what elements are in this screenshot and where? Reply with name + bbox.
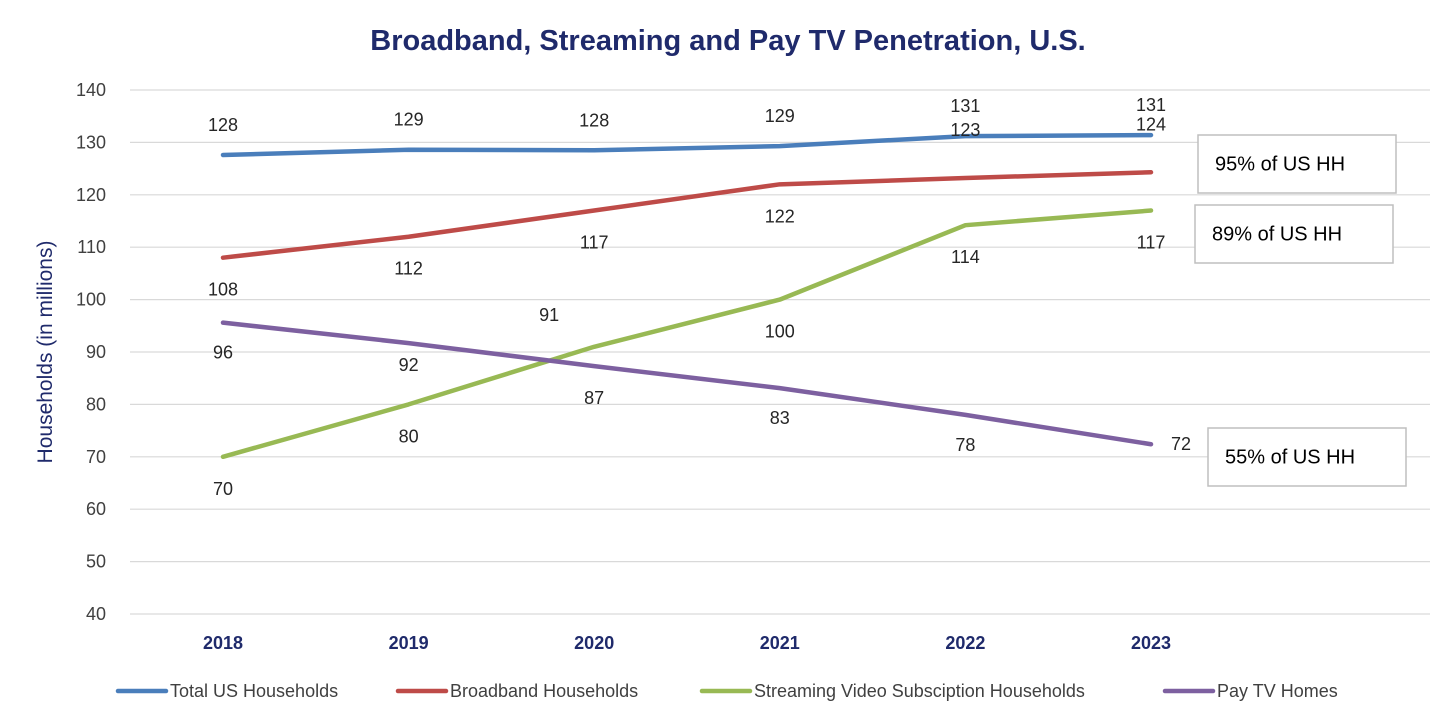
data-label-total-us-households: 128 bbox=[579, 110, 609, 130]
data-label-broadband-households: 108 bbox=[208, 280, 238, 300]
series-line-broadband-households bbox=[220, 170, 1154, 260]
data-label-total-us-households: 129 bbox=[394, 110, 424, 130]
y-tick-label: 120 bbox=[76, 185, 106, 205]
data-label-streaming-video-subsciption-households: 117 bbox=[1137, 233, 1166, 253]
annotations: 95% of US HH 89% of US HH 55% of US HH bbox=[1194, 134, 1407, 487]
y-tick-label: 140 bbox=[76, 80, 106, 100]
annotation-text: 95% of US HH bbox=[1215, 153, 1345, 175]
data-label-pay-tv-homes: 83 bbox=[770, 408, 790, 428]
annotation-box: 95% of US HH bbox=[1197, 134, 1397, 194]
x-tick-label: 2019 bbox=[389, 633, 429, 653]
data-label-streaming-video-subsciption-households: 91 bbox=[539, 305, 559, 325]
data-label-broadband-households: 122 bbox=[765, 206, 795, 226]
data-label-total-us-households: 128 bbox=[208, 115, 238, 135]
series-line-total-us-households bbox=[220, 132, 1154, 158]
data-label-pay-tv-homes: 96 bbox=[213, 343, 233, 363]
legend-item-total-us-households: Total US Households bbox=[115, 681, 338, 701]
data-label-streaming-video-subsciption-households: 114 bbox=[951, 247, 980, 267]
legend-item-streaming-video-subsciption-households: Streaming Video Subsciption Households bbox=[699, 681, 1085, 701]
series-lines bbox=[220, 132, 1154, 460]
data-label-streaming-video-subsciption-households: 70 bbox=[213, 479, 233, 499]
x-tick-label: 2020 bbox=[574, 633, 614, 653]
legend: Total US Households Broadband Households S… bbox=[115, 681, 1338, 701]
data-label-broadband-households: 124 bbox=[1136, 114, 1166, 134]
y-axis-label: Households (in millions) bbox=[34, 241, 57, 464]
data-label-total-us-households: 129 bbox=[765, 106, 795, 126]
annotation-frame bbox=[1207, 427, 1407, 487]
y-tick-label: 90 bbox=[86, 342, 106, 362]
data-label-broadband-households: 112 bbox=[394, 259, 423, 279]
y-tick-label: 70 bbox=[86, 447, 106, 467]
annotation-box: 55% of US HH bbox=[1207, 427, 1407, 487]
x-tick-label: 2023 bbox=[1131, 633, 1171, 653]
legend-label: Streaming Video Subsciption Households bbox=[754, 681, 1085, 701]
data-label-pay-tv-homes: 72 bbox=[1171, 434, 1191, 454]
data-label-total-us-households: 131 bbox=[1136, 95, 1166, 115]
chart-title: Broadband, Streaming and Pay TV Penetrat… bbox=[370, 25, 1085, 57]
y-tick-label: 50 bbox=[86, 552, 106, 572]
y-tick-label: 80 bbox=[86, 394, 106, 414]
data-label-pay-tv-homes: 87 bbox=[584, 388, 604, 408]
series-line-pay-tv-homes bbox=[220, 320, 1154, 447]
y-tick-label: 130 bbox=[76, 132, 106, 152]
data-label-streaming-video-subsciption-households: 100 bbox=[765, 322, 795, 342]
annotation-frame bbox=[1197, 134, 1397, 194]
y-tick-label: 60 bbox=[86, 499, 106, 519]
x-tick-label: 2021 bbox=[760, 633, 800, 653]
series-line-streaming-video-subsciption-households bbox=[220, 208, 1154, 460]
legend-item-pay-tv-homes: Pay TV Homes bbox=[1162, 681, 1338, 701]
annotation-text: 55% of US HH bbox=[1225, 446, 1355, 468]
data-labels: 128 129 128 129 131 131 108 112 117 122 123 124 70 80… bbox=[208, 95, 1191, 499]
annotation-frame bbox=[1194, 204, 1394, 264]
legend-label: Broadband Households bbox=[450, 681, 638, 701]
y-tick-label: 100 bbox=[76, 290, 106, 310]
data-label-broadband-households: 123 bbox=[950, 120, 980, 140]
y-tick-label: 40 bbox=[86, 604, 106, 624]
y-tick-label: 110 bbox=[77, 237, 106, 257]
legend-label: Pay TV Homes bbox=[1217, 681, 1338, 701]
x-tick-label: 2022 bbox=[945, 633, 985, 653]
x-tick-label: 2018 bbox=[203, 633, 243, 653]
data-label-streaming-video-subsciption-households: 80 bbox=[399, 426, 419, 446]
data-label-broadband-households: 117 bbox=[580, 233, 609, 253]
data-label-pay-tv-homes: 78 bbox=[955, 435, 975, 455]
annotation-box: 89% of US HH bbox=[1194, 204, 1394, 264]
x-axis-ticks: 2018 2019 2020 2021 2022 2023 bbox=[203, 633, 1171, 653]
data-label-total-us-households: 131 bbox=[950, 96, 980, 116]
y-axis-ticks: 40 50 60 70 80 90 100 110 120 130 140 bbox=[76, 80, 106, 624]
data-label-pay-tv-homes: 92 bbox=[399, 355, 419, 375]
legend-label: Total US Households bbox=[170, 681, 338, 701]
legend-item-broadband-households: Broadband Households bbox=[395, 681, 638, 701]
annotation-text: 89% of US HH bbox=[1212, 223, 1342, 245]
